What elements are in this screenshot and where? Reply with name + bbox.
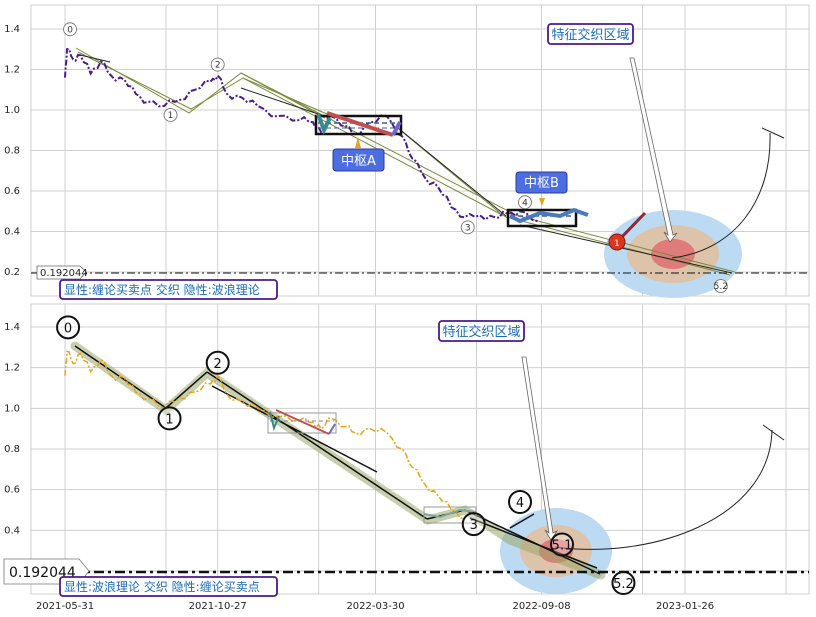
x-tick-label: 2022-09-08 xyxy=(512,601,570,612)
y-tick-label: 0.4 xyxy=(4,525,20,536)
pivot-a-box xyxy=(314,114,403,136)
bottom-pivot-a-stroke-red xyxy=(275,409,330,435)
wave-label: 2 xyxy=(214,357,222,372)
top-trend-lines xyxy=(79,54,733,274)
pivot-a-stroke-blue xyxy=(391,121,402,136)
y-tick-label: 1.0 xyxy=(4,403,20,414)
top-forecast-arc xyxy=(671,132,771,259)
wave-label: 3 xyxy=(470,518,478,533)
pivot-a-pointer xyxy=(355,137,361,148)
bottom-legend: 显性:波浪理论 交织 隐性:缠论买卖点 xyxy=(59,576,278,597)
top-price-series xyxy=(64,47,539,223)
y-tick-label: 0.8 xyxy=(4,146,20,157)
top-region-inner xyxy=(651,239,695,269)
y-tick-label: 1.2 xyxy=(4,65,20,76)
wave-label-circle xyxy=(210,57,225,72)
bottom-pivot-a-stroke-green xyxy=(269,411,280,432)
x-tick-label: 2023-01-26 xyxy=(656,601,714,612)
wave-label: 2 xyxy=(215,61,221,71)
wave-label-circle xyxy=(157,406,182,431)
top-buy-badge xyxy=(608,233,626,251)
y-tick-label: 1.4 xyxy=(4,24,20,35)
wave-label: 4 xyxy=(516,496,524,511)
bottom-x-ticks: 2021-05-31 2021-10-27 2022-03-30 2022-09-08… xyxy=(36,601,714,612)
bottom-region-callout: 特征交织区域 xyxy=(438,320,525,342)
top-y-ticks: 0.2 0.4 0.6 0.8 1.0 1.2 1.4 xyxy=(4,24,20,278)
top-legend: 显性:缠论买卖点 交织 隐性:波浪理论 xyxy=(59,279,278,300)
bottom-wave-labels: 0 1 2 3 4 5.1 5.2 xyxy=(56,315,636,596)
bottom-region-arrow xyxy=(521,356,559,541)
x-tick-label: 2021-10-27 xyxy=(189,601,247,612)
y-tick-label: 1.4 xyxy=(4,322,20,333)
wave-label-circle xyxy=(56,315,81,340)
svg-text:显性:缠论买卖点 交织 隐性:波浪理论: 显性:缠论买卖点 交织 隐性:波浪理论 xyxy=(64,282,260,297)
bottom-grid xyxy=(31,304,809,594)
svg-text:显性:波浪理论 交织 隐性:缠论买卖点: 显性:波浪理论 交织 隐性:缠论买卖点 xyxy=(64,579,260,594)
top-region-callout: 特征交织区域 xyxy=(547,23,634,45)
bottom-y-ticks: 0.20.40.60.81.01.21.4 xyxy=(4,322,20,577)
y-tick-label: 0.4 xyxy=(4,227,20,238)
wave-label-circle xyxy=(460,220,475,235)
y-tick-label: 0.6 xyxy=(4,485,20,496)
wave-label: 1 xyxy=(165,412,173,427)
wave-label-circle xyxy=(508,490,533,514)
svg-text:特征交织区域: 特征交织区域 xyxy=(551,27,629,43)
pivot-a-stroke-red xyxy=(326,111,394,137)
y-tick-label: 0.2 xyxy=(4,267,20,278)
y-tick-label: 1.0 xyxy=(4,105,20,116)
top-buy-badge-label: 1 xyxy=(614,239,620,249)
bottom-pivot-a-stroke-blue xyxy=(328,423,336,435)
pivot-b-pointer xyxy=(539,198,545,206)
bottom-price-series xyxy=(64,350,465,519)
pivot-a-stroke-green xyxy=(316,113,332,135)
wave-label: 5.2 xyxy=(714,282,728,292)
top-level-label: 0.192044 xyxy=(40,268,88,279)
bottom-wave-band xyxy=(70,341,606,580)
top-level-tag-shape xyxy=(36,265,87,280)
wave-label: 1 xyxy=(168,111,174,121)
top-grid xyxy=(31,5,809,296)
pivot-b-callout: 中枢B xyxy=(515,171,568,194)
wave-label: 5.2 xyxy=(613,577,634,592)
wave-label-circle xyxy=(461,512,486,537)
wave-label: 5.1 xyxy=(552,538,573,553)
pivot-a-callout: 中枢A xyxy=(332,148,385,172)
bottom-level-label: 0.192044 xyxy=(9,565,76,581)
wave-label-circle xyxy=(550,532,575,557)
top-forecast-cap xyxy=(761,127,785,139)
top-panel: 0.2 0.4 0.6 0.8 1.0 1.2 1.4 xyxy=(4,4,810,300)
wave-label: 3 xyxy=(465,223,471,233)
x-tick-label: 2022-03-30 xyxy=(346,601,404,612)
svg-text:中枢A: 中枢A xyxy=(341,154,376,169)
pivot-b-stroke xyxy=(509,207,589,224)
bottom-forecast-cap xyxy=(762,424,785,441)
y-tick-label: 1.2 xyxy=(4,363,20,374)
wave-label: 0 xyxy=(67,25,73,35)
y-tick-label: 0.8 xyxy=(4,444,20,455)
wave-label-circle xyxy=(63,22,78,37)
bottom-panel: 0.20.40.60.81.01.21.4 2021-05-312021-10-… xyxy=(3,303,810,612)
wave-label-circle xyxy=(205,350,230,375)
bottom-pivot-a-box xyxy=(267,412,337,434)
y-tick-label: 0.6 xyxy=(4,186,20,197)
wave-label-circle xyxy=(713,279,728,293)
wave-label-circle xyxy=(518,195,532,210)
wave-label: 4 xyxy=(522,198,528,208)
svg-text:特征交织区域: 特征交织区域 xyxy=(442,324,520,340)
top-region-arrow xyxy=(629,57,678,243)
bottom-pivot-b-stroke xyxy=(423,508,477,519)
bottom-forecast-arc xyxy=(554,429,773,550)
wave-label-circle xyxy=(611,571,636,596)
pivot-b-box xyxy=(506,208,578,228)
svg-text:中枢B: 中枢B xyxy=(524,176,559,191)
x-tick-label: 2021-05-31 xyxy=(36,601,94,612)
wave-label-circle xyxy=(163,108,178,122)
wave-label: 0 xyxy=(64,321,72,336)
top-wave-labels: 0 1 2 3 4 5.2 xyxy=(63,22,728,293)
